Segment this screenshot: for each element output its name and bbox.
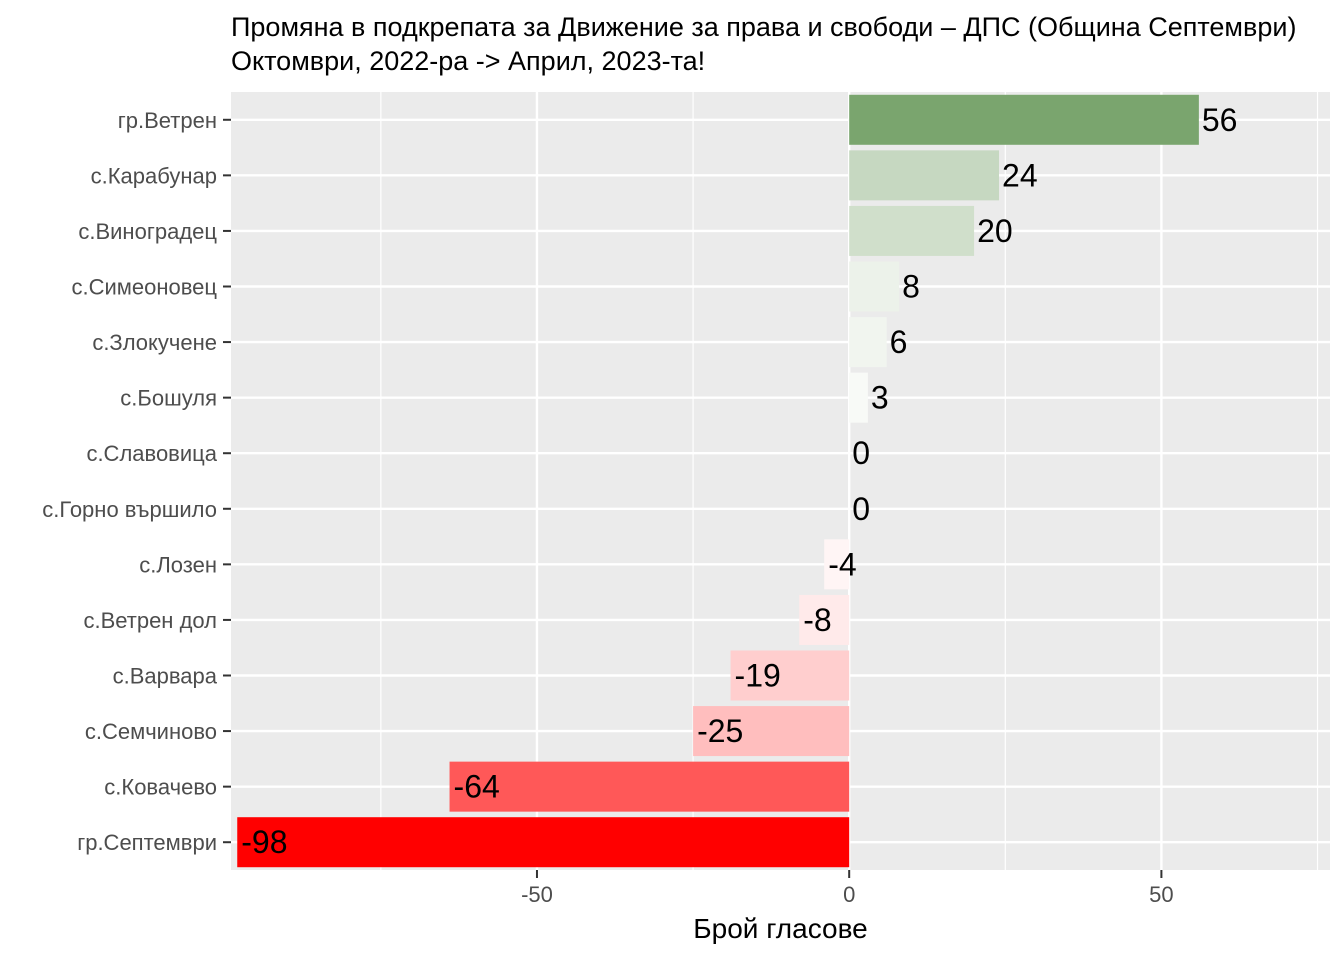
x-tick-label: 50 <box>1149 882 1173 907</box>
y-tick-label: с.Виноградец <box>78 219 217 244</box>
data-label: 3 <box>871 380 889 416</box>
data-label: -19 <box>735 658 781 694</box>
y-tick-label: гр.Септември <box>77 830 217 855</box>
chart-title-line-2: Октомври, 2022-ра -> Април, 2023-та! <box>231 46 706 76</box>
y-tick-label: гр.Ветрен <box>118 108 217 133</box>
data-label: -98 <box>241 824 287 860</box>
chart-title-line-1: Промяна в подкрепата за Движение за прав… <box>231 12 1297 42</box>
data-label: -25 <box>697 713 743 749</box>
data-label: 24 <box>1002 157 1038 193</box>
bars <box>237 94 1199 868</box>
grid-lines <box>231 92 1330 870</box>
bar <box>693 706 850 757</box>
data-label: 0 <box>852 491 870 527</box>
bar <box>849 94 1199 145</box>
bar <box>730 650 850 701</box>
chart-title: Промяна в подкрепата за Движение за прав… <box>231 10 1344 78</box>
data-label: -64 <box>454 769 500 805</box>
bar <box>849 205 975 256</box>
y-tick-label: с.Ковачево <box>104 775 217 800</box>
data-label: 0 <box>852 435 870 471</box>
y-tick-label: с.Ветрен дол <box>83 608 217 633</box>
y-tick-label: с.Славовица <box>86 441 217 466</box>
y-tick-label: с.Карабунар <box>91 163 217 188</box>
y-tick-label: с.Бошуля <box>120 386 217 411</box>
y-tick-label: с.Злокучене <box>92 330 217 355</box>
y-tick-label: с.Горно вършило <box>42 497 217 522</box>
bar <box>799 594 850 645</box>
data-label: 56 <box>1202 102 1238 138</box>
x-tick-label: 0 <box>843 882 855 907</box>
data-label: -8 <box>803 602 831 638</box>
data-label: 20 <box>977 213 1013 249</box>
y-tick-label: с.Симеоновец <box>71 275 217 300</box>
bar <box>849 372 868 423</box>
x-tick-label: -50 <box>521 882 553 907</box>
bar <box>824 539 850 590</box>
x-axis: -50 0 50 <box>521 870 1174 907</box>
data-label: 8 <box>902 269 920 305</box>
y-axis: гр.Ветрен с.Карабунар с.Виноградец с.Симеон… <box>42 108 231 855</box>
x-axis-title: Брой гласове <box>693 913 867 944</box>
bar <box>849 150 1000 201</box>
y-tick-label: с.Лозен <box>139 552 217 577</box>
bar <box>237 817 850 868</box>
data-label: -4 <box>828 546 856 582</box>
y-tick-label: с.Варвара <box>113 664 218 689</box>
data-label: 6 <box>890 324 908 360</box>
bar <box>449 761 850 812</box>
y-tick-label: с.Семчиново <box>85 719 217 744</box>
bar <box>849 317 887 368</box>
bar <box>849 261 900 312</box>
